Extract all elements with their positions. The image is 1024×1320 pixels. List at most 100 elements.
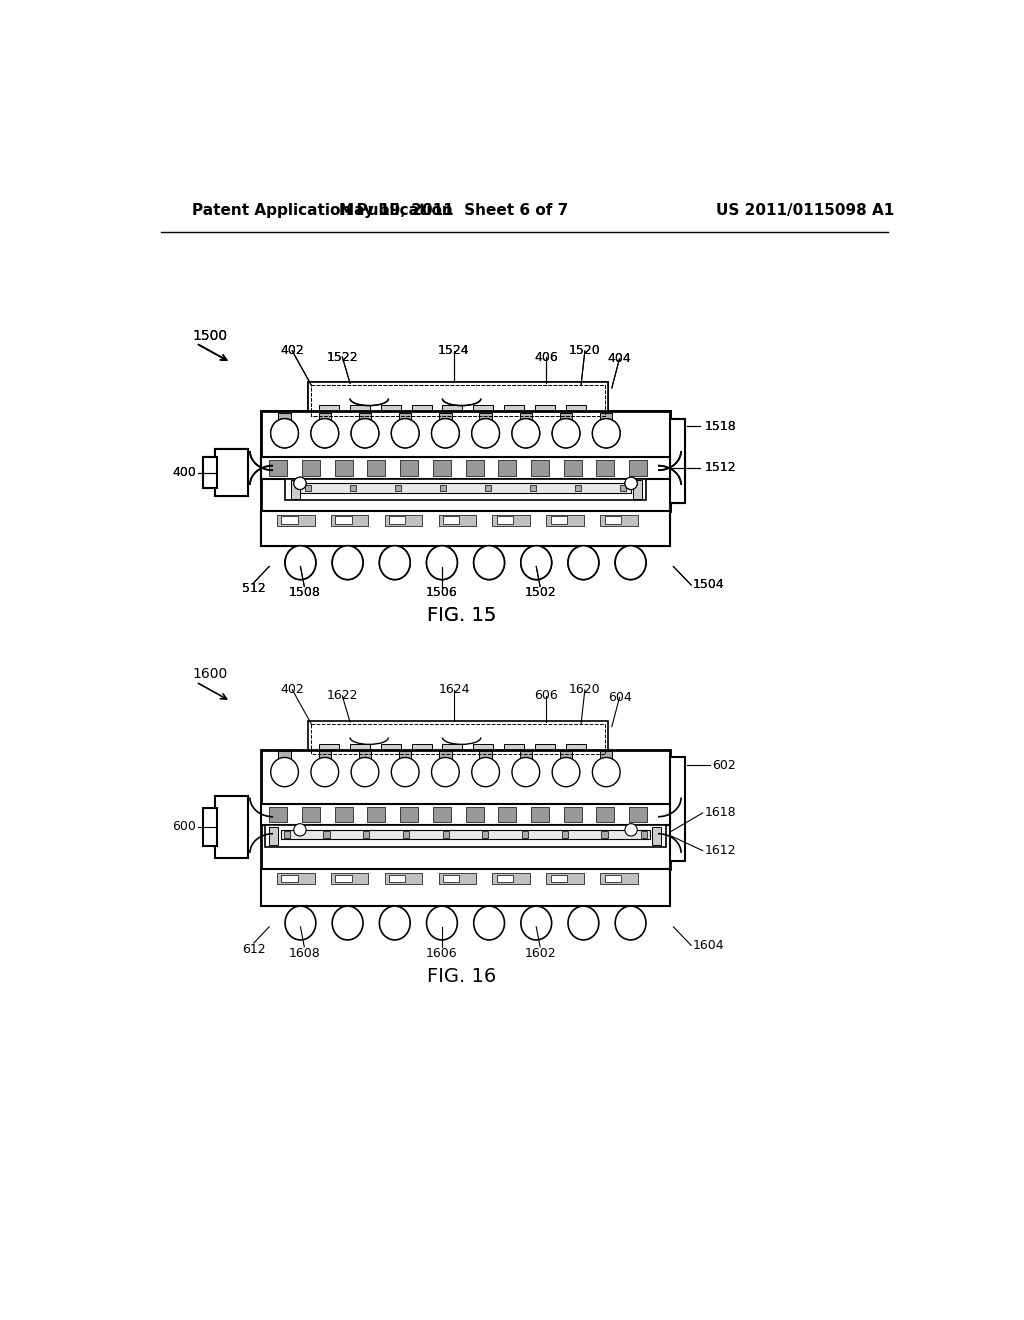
Bar <box>439 412 452 420</box>
Bar <box>438 873 476 884</box>
Bar <box>395 484 401 491</box>
Bar <box>443 516 460 524</box>
Bar <box>358 412 371 420</box>
Ellipse shape <box>379 906 411 940</box>
Text: 1502: 1502 <box>524 586 556 599</box>
Ellipse shape <box>474 545 505 579</box>
Bar <box>319 405 339 416</box>
Bar <box>443 874 460 882</box>
Bar <box>284 832 290 838</box>
Bar <box>385 873 422 884</box>
Bar <box>400 807 418 822</box>
Bar <box>291 480 300 499</box>
Bar <box>565 405 586 416</box>
Bar <box>531 461 549 475</box>
Ellipse shape <box>593 418 621 447</box>
Ellipse shape <box>521 906 552 940</box>
Ellipse shape <box>270 758 298 787</box>
Text: 1618: 1618 <box>705 807 736 820</box>
Ellipse shape <box>431 418 460 447</box>
Bar <box>531 461 549 475</box>
Bar <box>304 484 310 491</box>
Bar <box>261 804 670 825</box>
Text: 606: 606 <box>535 689 558 702</box>
Bar <box>499 461 516 475</box>
Bar <box>400 461 418 475</box>
Text: May 19, 2011  Sheet 6 of 7: May 19, 2011 Sheet 6 of 7 <box>339 203 568 218</box>
Text: 1624: 1624 <box>438 684 470 696</box>
Ellipse shape <box>568 545 599 579</box>
Bar <box>551 516 567 524</box>
Bar <box>368 807 385 822</box>
Bar <box>652 826 662 845</box>
Text: US 2011/0115098 A1: US 2011/0115098 A1 <box>716 203 894 218</box>
Bar <box>535 743 555 755</box>
Text: FIG. 15: FIG. 15 <box>427 606 497 626</box>
Text: 1520: 1520 <box>569 345 601 358</box>
Bar <box>563 461 582 475</box>
Text: 1604: 1604 <box>692 939 724 952</box>
Ellipse shape <box>474 906 505 940</box>
Bar <box>563 461 582 475</box>
Bar <box>493 515 530 525</box>
Ellipse shape <box>512 758 540 787</box>
Bar <box>479 412 492 420</box>
Bar <box>279 412 291 420</box>
Bar <box>261 511 670 545</box>
Bar <box>400 461 418 475</box>
Ellipse shape <box>521 545 552 579</box>
Bar <box>563 807 582 822</box>
Text: 400: 400 <box>172 466 196 479</box>
Text: 1522: 1522 <box>327 351 358 363</box>
Ellipse shape <box>552 418 580 447</box>
Ellipse shape <box>270 418 298 447</box>
Text: 604: 604 <box>607 690 632 704</box>
Text: 400: 400 <box>172 466 196 479</box>
Ellipse shape <box>625 824 637 836</box>
Ellipse shape <box>427 545 458 579</box>
Text: 404: 404 <box>607 352 632 366</box>
Bar <box>269 826 279 845</box>
Bar <box>565 405 586 416</box>
Bar <box>302 807 319 822</box>
Bar <box>385 515 422 525</box>
Ellipse shape <box>552 418 580 447</box>
Text: 402: 402 <box>281 345 304 358</box>
Ellipse shape <box>294 478 306 490</box>
Bar <box>261 457 670 479</box>
Bar <box>279 412 291 420</box>
Text: 402: 402 <box>281 684 304 696</box>
Bar <box>349 484 356 491</box>
Bar <box>350 743 370 755</box>
Text: 1612: 1612 <box>705 843 735 857</box>
Bar <box>261 411 670 511</box>
Ellipse shape <box>472 418 500 447</box>
Ellipse shape <box>379 545 411 579</box>
Bar <box>621 484 627 491</box>
Bar <box>261 750 670 869</box>
Bar <box>331 873 369 884</box>
Text: FIG. 16: FIG. 16 <box>427 966 497 986</box>
Text: 1508: 1508 <box>289 586 321 599</box>
Bar <box>600 515 638 525</box>
Text: 1506: 1506 <box>426 586 458 599</box>
Ellipse shape <box>270 418 298 447</box>
Bar <box>395 484 401 491</box>
Bar <box>633 480 642 499</box>
Bar <box>504 405 524 416</box>
Bar <box>389 516 406 524</box>
Ellipse shape <box>615 545 646 579</box>
Text: 1512: 1512 <box>705 462 736 474</box>
Bar <box>466 807 483 822</box>
Bar <box>438 515 476 525</box>
Bar <box>440 484 446 491</box>
Bar <box>575 484 582 491</box>
Bar <box>368 461 385 475</box>
Bar <box>203 457 217 488</box>
Bar <box>302 461 319 475</box>
Text: 406: 406 <box>535 351 558 363</box>
Bar <box>318 412 331 420</box>
Bar <box>279 751 291 759</box>
Bar <box>276 873 314 884</box>
Bar <box>203 457 217 488</box>
